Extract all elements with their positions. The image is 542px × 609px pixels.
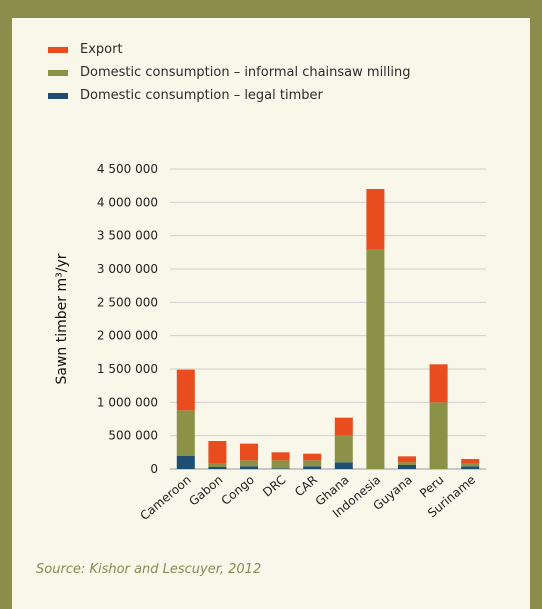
- chart-panel: Export Domestic consumption – informal c…: [12, 18, 530, 609]
- bar-segment-export: [429, 364, 448, 403]
- y-tick-label: 3 500 000: [97, 229, 158, 243]
- y-tick-label: 4 000 000: [97, 195, 158, 209]
- legend-item-legal: Domestic consumption – legal timber: [48, 84, 411, 107]
- y-tick-label: 2 500 000: [97, 295, 158, 309]
- bar-segment-informal: [398, 462, 416, 465]
- x-category-label: Gabon: [186, 473, 225, 509]
- bar-segment-informal: [429, 402, 448, 469]
- bar-segment-informal: [208, 463, 227, 467]
- bar-segment-legal: [271, 468, 290, 469]
- bar-segment-export: [334, 417, 353, 435]
- y-tick-label: 1 500 000: [97, 362, 158, 376]
- bar-segment-export: [240, 443, 258, 461]
- y-axis-title: Sawn timber m³/yr: [54, 253, 70, 384]
- legend-swatch-legal: [48, 92, 68, 99]
- bar-segment-informal: [176, 410, 195, 456]
- bar-segment-legal: [398, 465, 416, 469]
- bar-segment-export: [461, 459, 480, 464]
- y-tick-label: 2 000 000: [97, 329, 158, 343]
- y-tick-label: 4 500 000: [97, 162, 158, 176]
- source-note: Source: Kishor and Lescuyer, 2012: [36, 562, 262, 577]
- legend-item-informal: Domestic consumption – informal chainsaw…: [48, 61, 411, 84]
- bar-segment-export: [271, 452, 290, 461]
- x-category-label: DRC: [260, 473, 288, 500]
- legend: Export Domestic consumption – informal c…: [48, 38, 411, 107]
- bar-segment-informal: [240, 460, 258, 467]
- bar-segment-export: [398, 456, 416, 463]
- bar-segment-informal: [271, 460, 290, 469]
- legend-label-legal: Domestic consumption – legal timber: [80, 88, 323, 103]
- legend-swatch-export: [48, 46, 68, 53]
- bar-segment-legal: [303, 466, 322, 469]
- bar-segment-legal: [176, 455, 195, 469]
- bar-segment-export: [208, 441, 227, 464]
- legend-label-informal: Domestic consumption – informal chainsaw…: [80, 65, 411, 80]
- bar-segment-informal: [334, 435, 353, 463]
- bar-segment-legal: [240, 466, 258, 469]
- bar-segment-legal: [461, 466, 480, 469]
- bar-segment-export: [366, 189, 385, 249]
- bar-segment-legal: [334, 462, 353, 469]
- y-tick-label: 3 000 000: [97, 262, 158, 276]
- legend-label-export: Export: [80, 42, 123, 57]
- bar-segment-informal: [303, 460, 322, 467]
- y-tick-label: 1 000 000: [97, 395, 158, 409]
- y-tick-label: 0: [150, 462, 158, 476]
- bar-segment-informal: [461, 463, 480, 467]
- legend-item-export: Export: [48, 38, 411, 61]
- stacked-bar-chart: 0 500 000 1 000 000 1 500 000 2 000 000 2 500…: [54, 162, 486, 523]
- legend-swatch-informal: [48, 69, 68, 76]
- bar-segment-export: [176, 369, 195, 411]
- y-tick-label: 500 000: [108, 429, 158, 443]
- bar-segment-informal: [366, 249, 385, 469]
- bar-segment-legal: [208, 467, 227, 469]
- x-category-label: Congo: [219, 473, 257, 508]
- bar-segment-export: [303, 453, 322, 461]
